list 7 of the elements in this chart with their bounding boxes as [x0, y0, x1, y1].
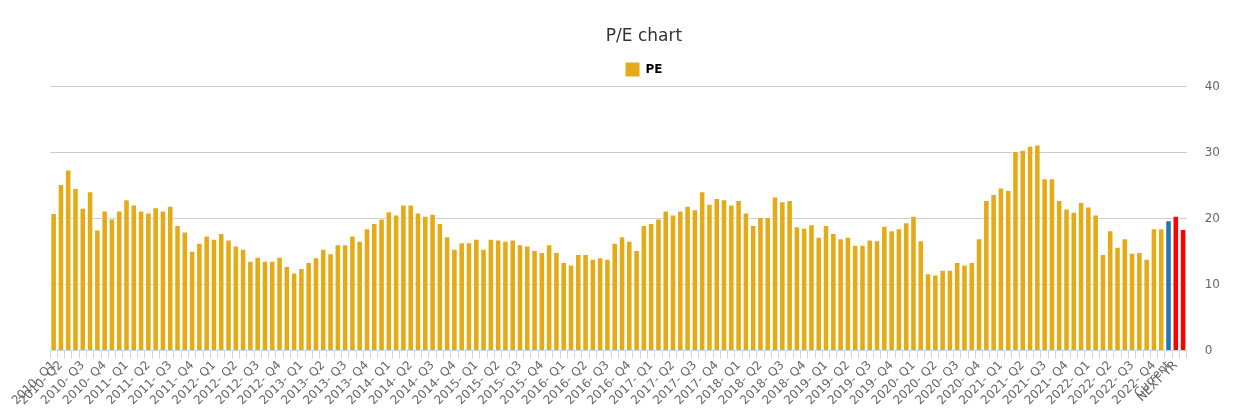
y-tick-label: 30 [1204, 144, 1221, 159]
y-tick-label: 40 [1204, 78, 1221, 93]
y-tick-label: 10 [1204, 276, 1221, 291]
chart-title: P/E chart [605, 24, 683, 45]
y-tick-label: 0 [1204, 342, 1213, 357]
legend-label: PE [645, 61, 663, 76]
y-tick-label: 20 [1204, 210, 1221, 225]
